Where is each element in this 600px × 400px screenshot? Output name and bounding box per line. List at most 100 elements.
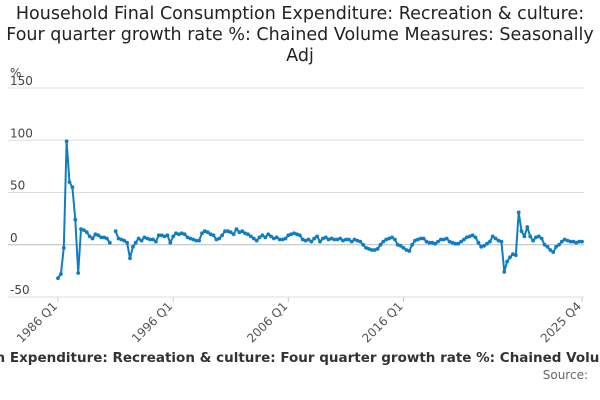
data-point[interactable]	[148, 237, 153, 242]
data-point[interactable]	[289, 232, 294, 237]
data-point[interactable]	[73, 217, 78, 222]
data-point[interactable]	[427, 240, 432, 245]
data-point[interactable]	[228, 230, 233, 235]
data-point[interactable]	[59, 272, 63, 276]
data-point[interactable]	[531, 238, 535, 243]
data-point[interactable]	[404, 248, 409, 252]
data-point[interactable]	[139, 238, 144, 243]
data-point[interactable]	[312, 236, 317, 241]
data-point[interactable]	[355, 238, 360, 243]
data-point[interactable]	[84, 230, 89, 235]
data-point[interactable]	[306, 237, 311, 242]
data-point[interactable]	[64, 139, 69, 144]
data-point[interactable]	[367, 247, 371, 251]
data-point[interactable]	[433, 241, 438, 246]
data-point[interactable]	[421, 236, 426, 241]
data-point[interactable]	[450, 240, 455, 245]
data-point[interactable]	[554, 244, 558, 249]
data-point[interactable]	[338, 236, 343, 241]
data-point[interactable]	[321, 236, 325, 241]
data-point[interactable]	[375, 247, 380, 251]
data-point[interactable]	[119, 237, 124, 242]
data-point[interactable]	[335, 237, 340, 242]
data-point[interactable]	[154, 239, 158, 244]
data-point[interactable]	[113, 229, 118, 234]
data-point[interactable]	[243, 231, 248, 236]
data-point[interactable]	[493, 236, 498, 241]
data-point[interactable]	[107, 240, 112, 245]
data-point[interactable]	[323, 235, 328, 240]
data-point[interactable]	[568, 239, 573, 244]
data-point[interactable]	[257, 235, 262, 240]
data-point[interactable]	[574, 240, 579, 245]
data-point[interactable]	[361, 242, 366, 247]
data-point[interactable]	[125, 240, 129, 245]
data-point[interactable]	[464, 235, 469, 240]
data-point[interactable]	[315, 234, 319, 239]
data-point[interactable]	[179, 231, 184, 236]
data-point[interactable]	[358, 239, 363, 244]
data-point[interactable]	[548, 248, 553, 252]
data-point[interactable]	[430, 240, 435, 245]
data-point[interactable]	[280, 237, 285, 242]
data-point[interactable]	[482, 243, 486, 248]
data-point[interactable]	[182, 232, 187, 237]
data-point[interactable]	[418, 236, 423, 241]
data-point[interactable]	[283, 236, 288, 241]
data-point[interactable]	[341, 238, 345, 243]
data-point[interactable]	[286, 233, 291, 238]
data-point[interactable]	[300, 237, 305, 242]
data-point[interactable]	[254, 238, 259, 243]
data-point[interactable]	[136, 236, 141, 241]
data-point[interactable]	[87, 234, 92, 239]
data-point[interactable]	[557, 242, 561, 247]
data-point[interactable]	[401, 246, 406, 250]
data-point[interactable]	[329, 236, 334, 241]
data-point[interactable]	[516, 210, 521, 215]
data-point[interactable]	[441, 237, 446, 242]
data-point[interactable]	[326, 237, 331, 242]
data-point[interactable]	[467, 234, 472, 239]
data-point[interactable]	[519, 229, 524, 234]
data-point[interactable]	[551, 250, 556, 255]
data-point[interactable]	[263, 235, 268, 240]
data-point[interactable]	[240, 229, 245, 234]
data-point[interactable]	[513, 253, 518, 258]
data-point[interactable]	[390, 235, 394, 240]
data-point[interactable]	[67, 180, 72, 185]
data-point[interactable]	[522, 234, 527, 239]
data-point[interactable]	[237, 230, 242, 235]
data-point[interactable]	[562, 237, 567, 242]
data-point[interactable]	[131, 244, 135, 249]
data-point[interactable]	[536, 234, 541, 239]
data-point[interactable]	[211, 233, 216, 238]
data-point[interactable]	[456, 241, 461, 246]
data-point[interactable]	[277, 237, 282, 242]
data-point[interactable]	[191, 237, 196, 242]
data-point[interactable]	[384, 237, 389, 242]
data-point[interactable]	[436, 239, 440, 244]
data-point[interactable]	[133, 240, 138, 245]
data-point[interactable]	[93, 232, 98, 237]
data-point[interactable]	[565, 238, 570, 243]
data-point[interactable]	[473, 235, 478, 240]
data-point[interactable]	[194, 238, 199, 243]
data-point[interactable]	[381, 239, 386, 244]
data-point[interactable]	[251, 236, 256, 241]
data-point[interactable]	[168, 240, 173, 245]
data-point[interactable]	[395, 242, 400, 247]
data-point[interactable]	[476, 240, 481, 245]
data-point[interactable]	[260, 233, 265, 238]
data-point[interactable]	[217, 236, 222, 241]
data-point[interactable]	[490, 234, 495, 239]
data-point[interactable]	[309, 239, 314, 244]
data-point[interactable]	[318, 239, 322, 244]
data-point[interactable]	[208, 232, 213, 237]
data-point[interactable]	[174, 231, 178, 236]
data-point[interactable]	[424, 239, 429, 244]
data-point[interactable]	[246, 232, 250, 237]
data-point[interactable]	[444, 236, 449, 241]
data-point[interactable]	[398, 243, 403, 248]
data-point[interactable]	[349, 239, 354, 244]
data-point[interactable]	[332, 237, 337, 242]
